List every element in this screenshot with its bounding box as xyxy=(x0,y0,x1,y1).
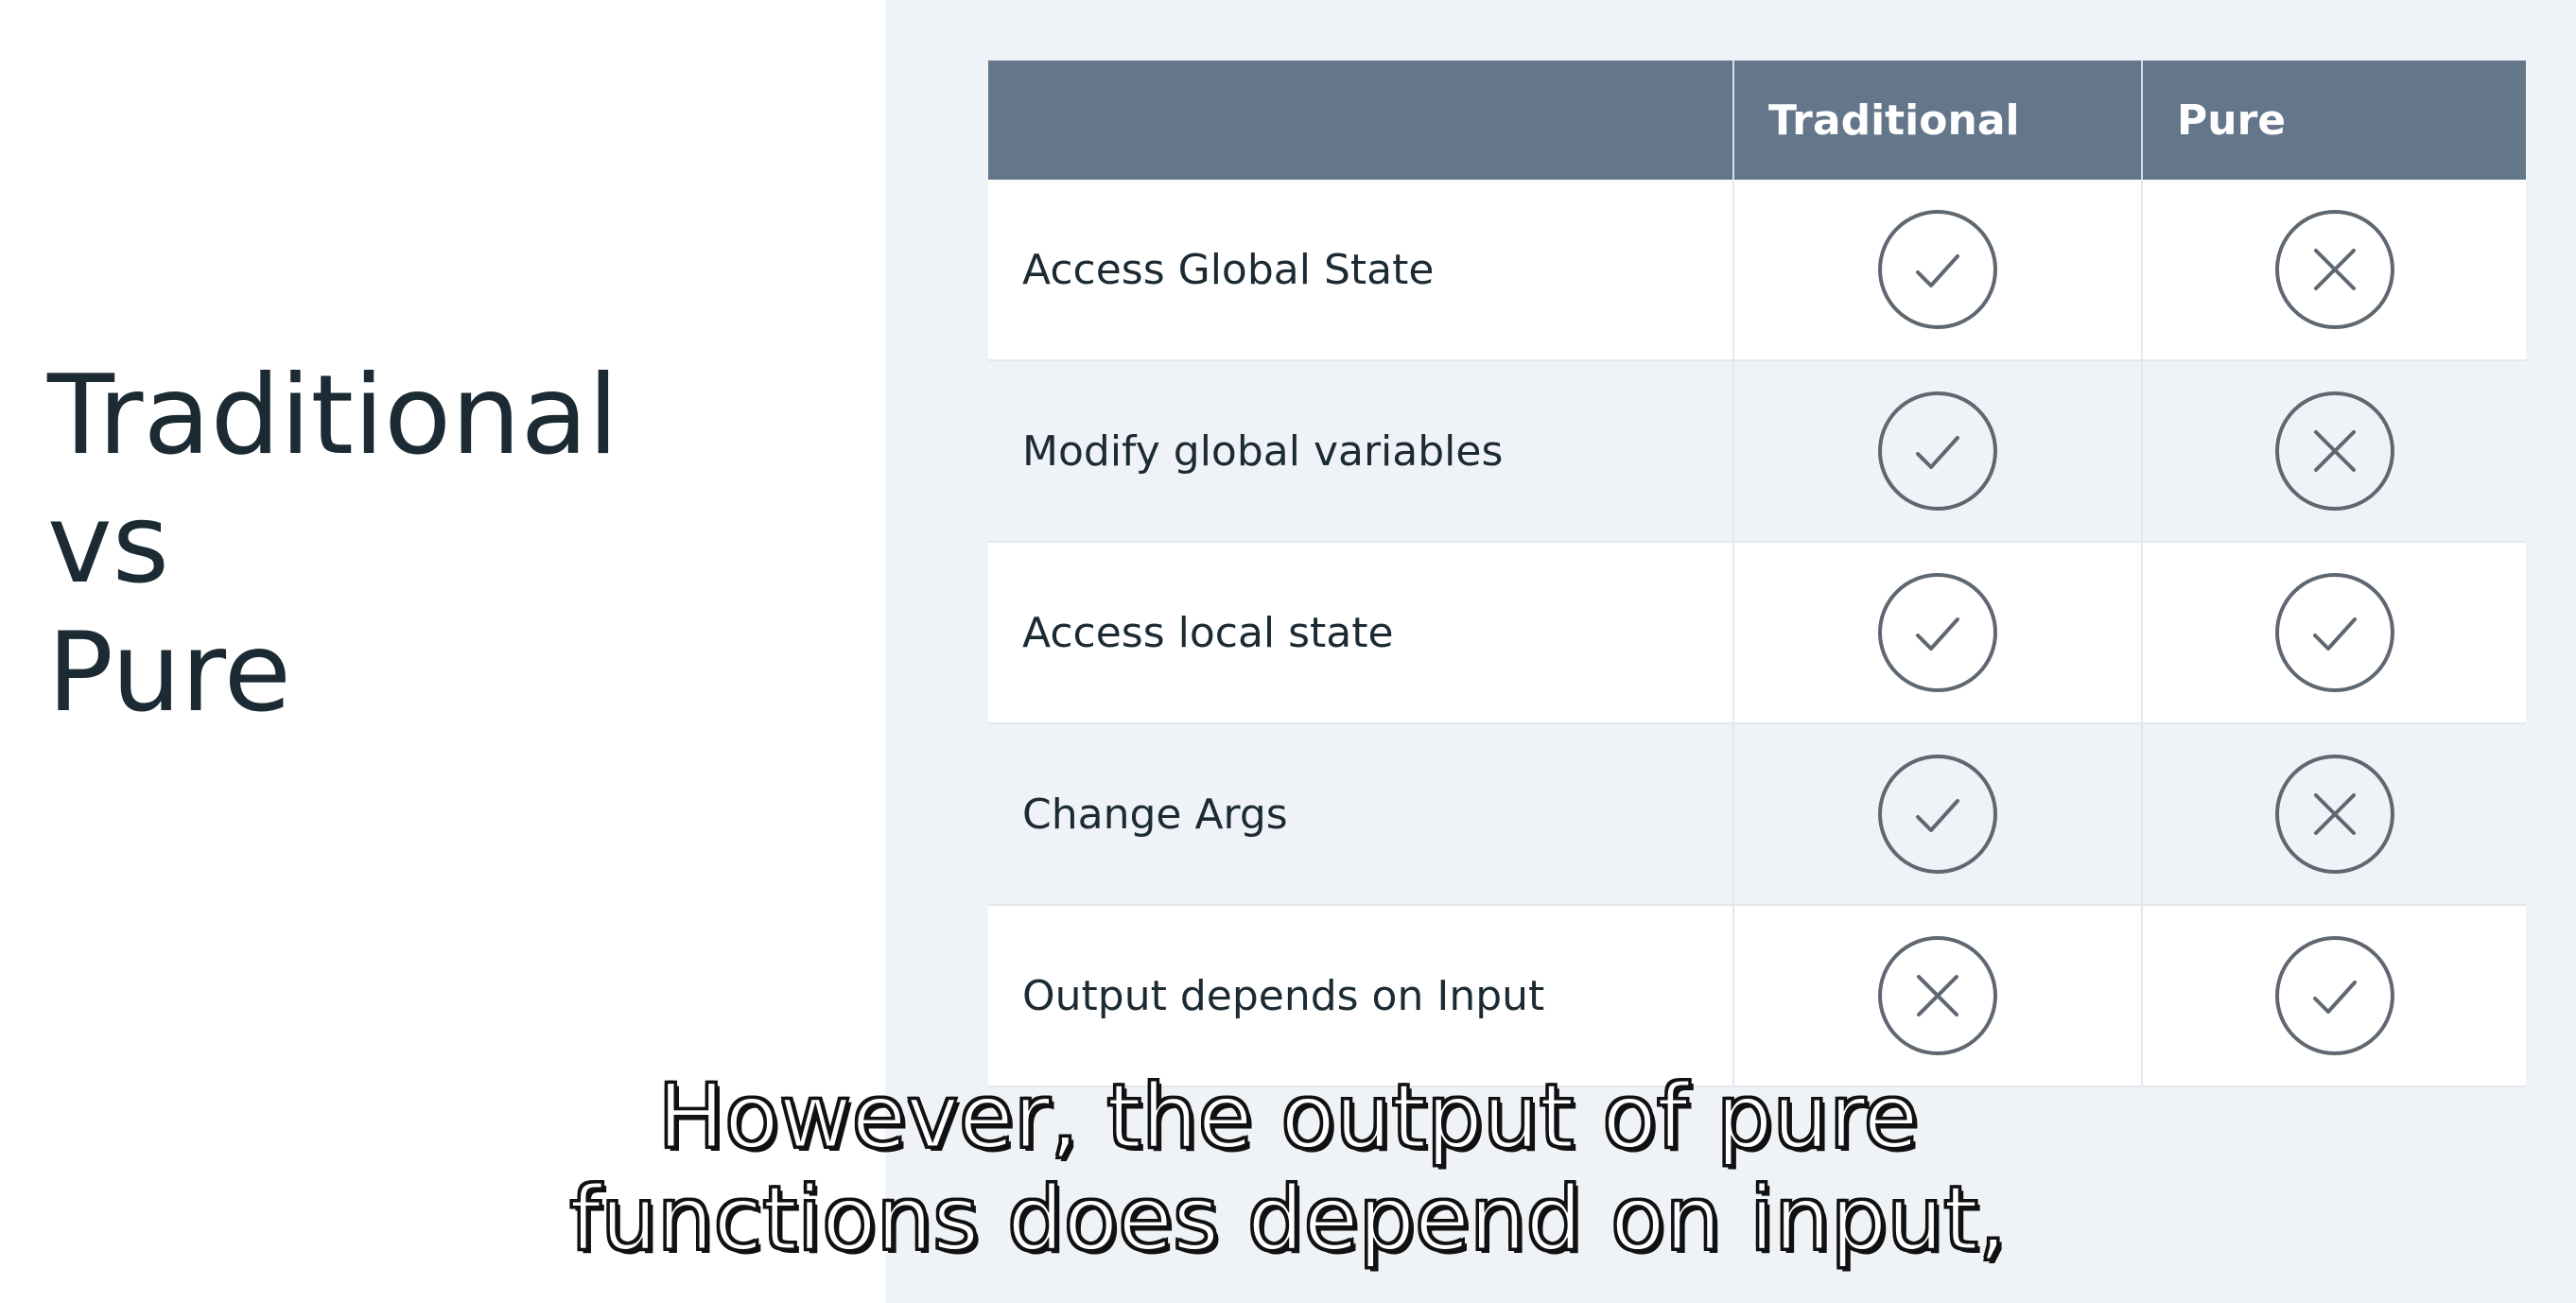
pure-cell xyxy=(2142,360,2526,543)
traditional-cell xyxy=(1733,723,2143,906)
traditional-cell xyxy=(1733,905,2143,1087)
caption-line-1: However, the output of pure xyxy=(656,1065,1920,1170)
pure-cell xyxy=(2142,180,2526,361)
row-label-output-depends-on-input: Output depends on Input xyxy=(988,905,1734,1087)
check-icon xyxy=(2274,936,2395,1055)
pure-cell xyxy=(2142,723,2526,906)
title-line-vs: vs xyxy=(47,480,170,608)
header-traditional: Traditional xyxy=(1733,61,2143,180)
table-row: Output depends on Input xyxy=(988,905,2526,1087)
row-label-change-args: Change Args xyxy=(988,723,1734,906)
header-empty-cell xyxy=(988,61,1734,180)
cross-icon xyxy=(1877,936,1998,1055)
title-line-traditional: Traditional xyxy=(47,352,618,479)
traditional-cell xyxy=(1733,360,2143,543)
traditional-cell xyxy=(1733,542,2143,724)
row-label-access-local-state: Access local state xyxy=(988,542,1734,724)
check-icon xyxy=(1877,391,1998,511)
title-line-pure: Pure xyxy=(47,609,291,737)
header-pure: Pure xyxy=(2142,61,2526,180)
table-row: Change Args xyxy=(988,723,2526,906)
pure-cell xyxy=(2142,905,2526,1087)
cross-icon xyxy=(2274,391,2395,511)
slide-title: Traditional vs Pure xyxy=(47,352,618,738)
row-label-modify-global-variables: Modify global variables xyxy=(988,360,1734,543)
cross-icon xyxy=(2274,210,2395,329)
check-icon xyxy=(2274,573,2395,692)
pure-cell xyxy=(2142,542,2526,724)
table-header-row: Traditional Pure xyxy=(988,61,2526,180)
comparison-table: Traditional Pure Access Global State Mod… xyxy=(988,61,2526,1087)
row-label-access-global-state: Access Global State xyxy=(988,180,1734,361)
traditional-cell xyxy=(1733,180,2143,361)
caption-line-2: functions does depend on input, xyxy=(568,1167,2008,1272)
check-icon xyxy=(1877,755,1998,874)
cross-icon xyxy=(2274,755,2395,874)
table-row: Modify global variables xyxy=(988,360,2526,543)
table-row: Access Global State xyxy=(988,180,2526,361)
check-icon xyxy=(1877,573,1998,692)
subtitle-caption: However, the output of pure functions do… xyxy=(0,1065,2576,1272)
check-icon xyxy=(1877,210,1998,329)
table-row: Access local state xyxy=(988,542,2526,724)
